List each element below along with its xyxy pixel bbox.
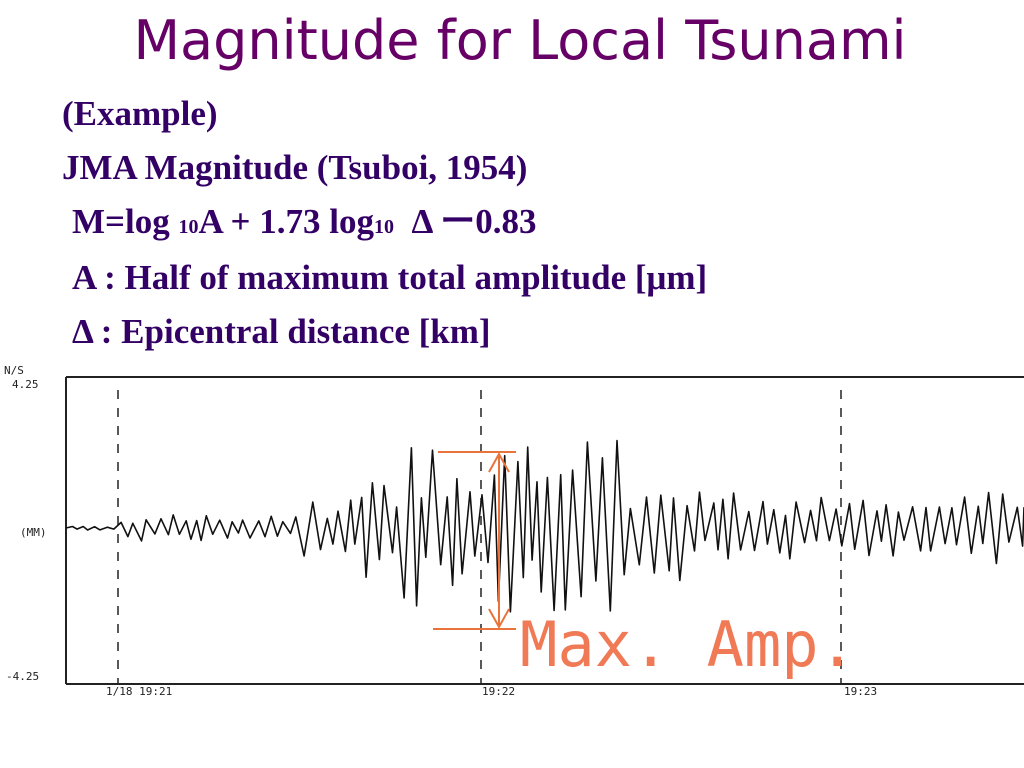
definition-a: A : Half of maximum total amplitude [μm] <box>72 258 708 297</box>
bottom-value-label: -4.25 <box>6 670 39 683</box>
formula-subscript-1: 10 <box>178 216 199 238</box>
definition-delta: Δ : Epicentral distance [km] <box>72 312 491 351</box>
formula-line: M=log 10A + 1.73 log10 Δ ー0.83 <box>72 200 536 249</box>
max-amp-arrowhead-down <box>488 608 510 630</box>
jma-magnitude-line: JMA Magnitude (Tsuboi, 1954) <box>62 148 528 187</box>
formula-part-2: A + 1.73 log <box>198 202 374 241</box>
slide-title: Magnitude for Local Tsunami <box>133 9 907 72</box>
time-label-2: 19:22 <box>482 685 515 698</box>
formula-part-3: Δ ー0.83 <box>393 202 537 241</box>
top-value-label: 4.25 <box>12 378 39 391</box>
example-label: (Example) <box>62 94 218 133</box>
seismogram-figure: N/S 4.25 (MM) -4.25 1/18 19:21 19:22 19:… <box>4 364 1024 698</box>
seismogram-trace <box>65 439 1024 613</box>
max-amp-annotation: Max. Amp. <box>520 608 856 681</box>
time-label-3: 19:23 <box>844 685 877 698</box>
channel-label: N/S <box>4 364 24 377</box>
max-amp-arrowhead-up <box>488 451 510 473</box>
time-label-1: 1/18 19:21 <box>106 685 172 698</box>
formula-subscript-2: 10 <box>373 216 394 238</box>
unit-label: (MM) <box>20 526 47 539</box>
formula-part-1: M=log <box>72 202 179 241</box>
